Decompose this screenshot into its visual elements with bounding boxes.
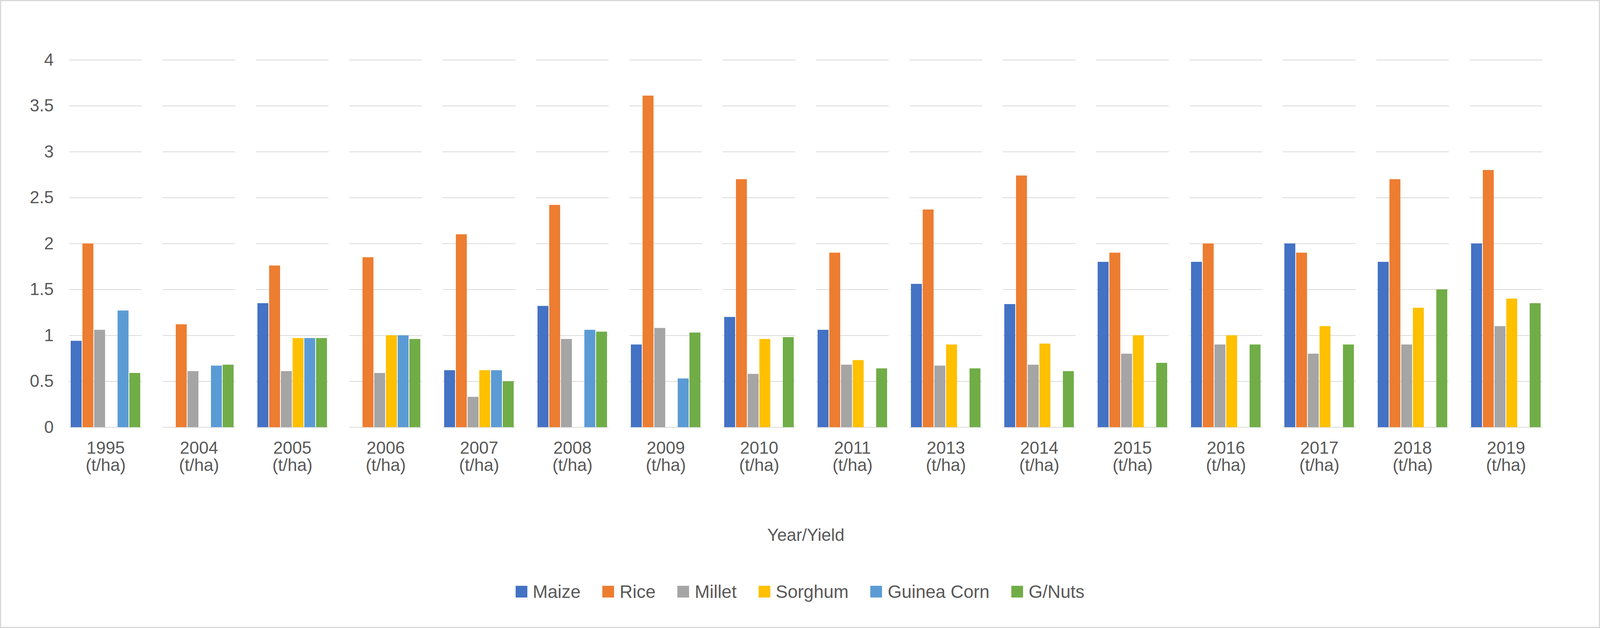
svg-text:1.5: 1.5 [29,279,54,299]
svg-text:2014(t/ha): 2014(t/ha) [1019,437,1060,475]
html-text:Rice: Rice [619,581,656,602]
svg-text:4: 4 [44,50,54,70]
html-text:Millet: Millet [694,581,737,602]
svg-text:2018(t/ha): 2018(t/ha) [1392,437,1433,475]
svg-text:2004(t/ha): 2004(t/ha) [178,437,220,475]
svg-text:2009(t/ha): 2009(t/ha) [645,437,686,475]
svg-text:1: 1 [44,325,54,345]
svg-text:3: 3 [44,141,54,161]
svg-text:2: 2 [44,233,54,253]
svg-text:2007(t/ha): 2007(t/ha) [458,437,500,475]
svg-text:2006(t/ha): 2006(t/ha) [365,437,406,475]
html-text:Sorghum: Sorghum [775,581,849,602]
svg-text:2008(t/ha): 2008(t/ha) [552,437,593,475]
svg-text:2019(t/ha): 2019(t/ha) [1485,437,1527,475]
svg-text:2013(t/ha): 2013(t/ha) [925,437,967,475]
html-text:G/Nuts: G/Nuts [1028,581,1085,602]
svg-text:2011(t/ha): 2011(t/ha) [832,437,873,475]
svg-text:2015(t/ha): 2015(t/ha) [1112,437,1153,475]
svg-text:2005(t/ha): 2005(t/ha) [272,437,313,475]
svg-text:2017(t/ha): 2017(t/ha) [1299,437,1340,475]
svg-text:Year/Yield: Year/Yield [767,525,845,545]
svg-text:2010(t/ha): 2010(t/ha) [739,437,780,475]
svg-text:3.5: 3.5 [29,95,54,115]
html-text:Guinea Corn: Guinea Corn [887,581,990,602]
svg-text:2016(t/ha): 2016(t/ha) [1205,437,1247,475]
svg-text:2.5: 2.5 [29,187,54,207]
svg-text:0: 0 [44,417,54,437]
svg-text:0.5: 0.5 [29,371,54,391]
html-text:Maize: Maize [532,581,581,602]
svg-text:1995(t/ha): 1995(t/ha) [85,437,126,475]
